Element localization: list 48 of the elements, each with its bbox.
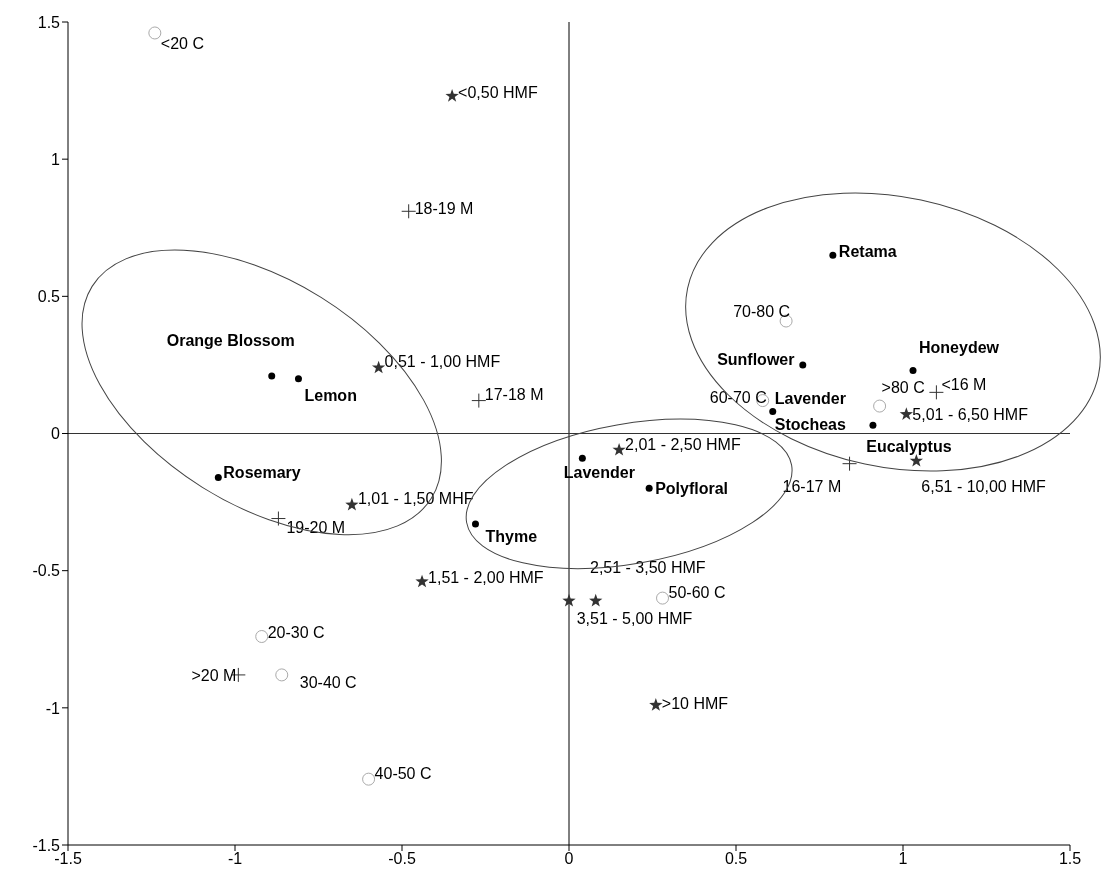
data-label: <16 M xyxy=(941,375,987,393)
data-label: Lemon xyxy=(304,387,357,405)
data-label: >80 C xyxy=(881,378,925,396)
y-tick-label: -1.5 xyxy=(32,836,61,854)
data-label: 1,01 - 1,50 MHF xyxy=(357,490,474,508)
data-label: 60-70 C xyxy=(709,389,767,407)
data-label: 50-60 C xyxy=(668,583,726,601)
data-label: >20 M xyxy=(191,666,237,684)
data-label: 2,51 - 3,50 HMF xyxy=(590,559,706,577)
data-label: Orange Blossom xyxy=(166,332,295,350)
data-label: 5,01 - 6,50 HMF xyxy=(912,405,1029,423)
data-label: 2,01 - 2,50 HMF xyxy=(625,435,741,453)
data-label: Sunflower xyxy=(717,350,795,368)
data-label: Lavender xyxy=(563,463,635,481)
data-label: 30-40 C xyxy=(299,673,357,691)
data-label: 1,51 - 2,00 HMF xyxy=(428,569,544,587)
data-label: 16-17 M xyxy=(782,478,842,496)
x-tick-label: 1.5 xyxy=(1058,850,1082,868)
x-tick-label: 0.5 xyxy=(724,850,748,868)
data-label: 17-18 M xyxy=(484,386,544,404)
y-tick-label: -0.5 xyxy=(32,562,61,580)
x-tick-label: -0.5 xyxy=(388,850,416,868)
data-label: Polyfloral xyxy=(655,479,729,497)
x-tick-label: 0 xyxy=(564,850,574,868)
data-label: 70-80 C xyxy=(733,302,791,320)
y-tick-label: 0 xyxy=(51,425,61,443)
x-tick-label: -1 xyxy=(227,850,243,868)
y-tick-label: 1 xyxy=(51,150,61,168)
data-label: Lavender Stocheas xyxy=(774,389,846,433)
y-tick-label: 0.5 xyxy=(37,288,61,306)
data-label: 3,51 - 5,00 HMF xyxy=(576,610,693,628)
data-label: <0,50 HMF xyxy=(458,83,538,101)
data-label: <20 C xyxy=(160,34,204,52)
y-tick-label: -1 xyxy=(45,699,61,717)
data-label: Retama xyxy=(838,242,897,260)
data-label: Thyme xyxy=(485,527,538,545)
data-label: 40-50 C xyxy=(374,764,432,782)
x-tick-label: 1 xyxy=(898,850,908,868)
data-label: Honeydew xyxy=(919,339,1000,356)
data-label: 6,51 - 10,00 HMF xyxy=(921,477,1047,495)
data-label: Eucalyptus xyxy=(866,437,952,455)
data-label: 18-19 M xyxy=(414,199,474,217)
data-label: Rosemary xyxy=(223,463,301,481)
data-label: 0,51 - 1,00 HMF xyxy=(384,353,501,371)
data-label: 20-30 C xyxy=(267,624,325,642)
y-tick-label: 1.5 xyxy=(37,13,61,31)
data-label: 19-20 M xyxy=(286,519,346,537)
data-label: >10 HMF xyxy=(661,694,729,712)
